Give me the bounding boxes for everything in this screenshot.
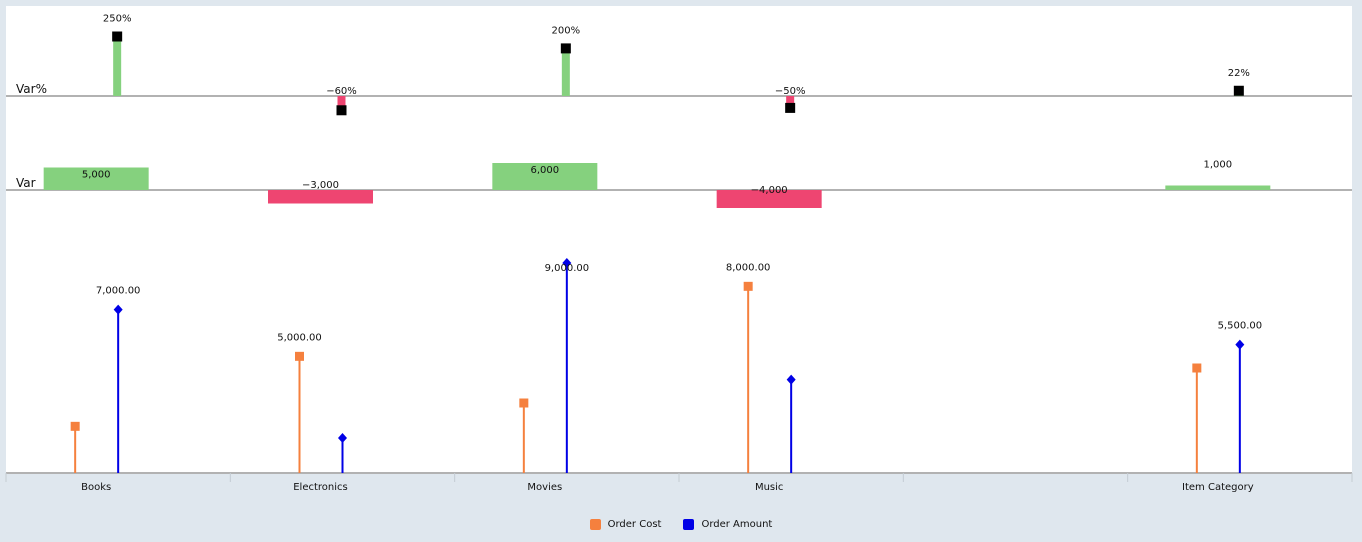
var-value-label: −4,000 <box>751 185 788 196</box>
order-amount-marker <box>1235 339 1245 350</box>
legend-label-order-cost: Order Cost <box>607 519 662 530</box>
legend-label-order-amount: Order Amount <box>701 519 773 530</box>
order-amount-marker <box>786 374 796 385</box>
order-amount-marker <box>562 258 572 268</box>
var-bar <box>268 190 373 204</box>
category-label: Music <box>755 482 783 493</box>
var-pct-bar <box>337 96 346 111</box>
category-label: Books <box>81 482 111 493</box>
var-pct-marker <box>336 105 347 116</box>
var-pct-marker <box>560 43 571 54</box>
var-pct-marker <box>112 31 123 42</box>
var-pct-marker <box>785 102 796 113</box>
order-amount-value-label: 7,000.00 <box>96 286 141 297</box>
order-cost-marker <box>1192 363 1202 373</box>
order-amount-value-label: 9,000.00 <box>545 263 590 274</box>
var-value-label: 6,000 <box>531 165 560 176</box>
var-pct-value-label: 22% <box>1228 68 1250 79</box>
var-bar <box>1165 185 1271 190</box>
category-label: Electronics <box>293 482 348 493</box>
var-pct-value-label: 200% <box>552 25 581 36</box>
var-bar <box>43 167 149 190</box>
order-cost-marker <box>743 281 753 291</box>
var-row-label: Var <box>16 176 36 190</box>
order-cost-marker <box>70 421 80 431</box>
var-value-label: −3,000 <box>302 180 339 191</box>
var-bar <box>492 163 598 190</box>
var-value-label: 5,000 <box>82 170 111 181</box>
order-amount-marker <box>338 433 347 443</box>
var-pct-bar <box>561 48 570 96</box>
var-bar <box>716 190 822 208</box>
var-pct-row-label: Var% <box>16 82 47 96</box>
legend: Order Cost Order Amount <box>0 519 1362 530</box>
var-value-label: 1,000 <box>1204 160 1233 171</box>
var-pct-bar <box>786 96 795 108</box>
var-pct-value-label: −60% <box>326 86 357 97</box>
category-label: Item Category <box>1182 482 1254 493</box>
order-amount-value-label: 5,500.00 <box>1218 321 1263 332</box>
plot-area <box>6 6 1352 474</box>
legend-item-order-cost[interactable]: Order Cost <box>589 519 662 530</box>
var-pct-value-label: 250% <box>103 14 132 25</box>
category-label: Movies <box>527 482 562 493</box>
order-cost-value-label: 5,000.00 <box>277 332 322 343</box>
var-pct-marker <box>1233 85 1244 96</box>
order-cost-marker <box>519 398 529 408</box>
var-pct-bar <box>113 36 122 96</box>
order-cost-swatch <box>589 519 601 530</box>
legend-item-order-amount[interactable]: Order Amount <box>683 519 772 530</box>
var-pct-value-label: −50% <box>775 86 806 97</box>
order-cost-value-label: 8,000.00 <box>726 262 771 273</box>
order-amount-swatch <box>683 519 695 530</box>
order-amount-marker <box>113 304 123 315</box>
order-cost-marker <box>295 351 304 361</box>
